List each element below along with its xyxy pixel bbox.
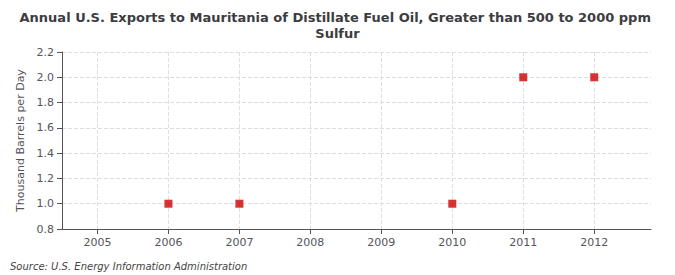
svg-text:2005: 2005 [83, 236, 111, 249]
svg-text:Annual U.S. Exports to Maurita: Annual U.S. Exports to Mauritania of Dis… [20, 10, 656, 25]
svg-text:2007: 2007 [225, 236, 253, 249]
svg-text:1.2: 1.2 [37, 172, 55, 185]
svg-text:2012: 2012 [580, 236, 608, 249]
svg-text:2008: 2008 [296, 236, 324, 249]
svg-text:1.4: 1.4 [37, 147, 55, 160]
svg-text:2.2: 2.2 [37, 46, 55, 59]
svg-text:2009: 2009 [367, 236, 395, 249]
svg-text:Thousand Barrels per Day: Thousand Barrels per Day [14, 69, 27, 213]
svg-text:Source: U.S. Energy Informatio: Source: U.S. Energy Information Administ… [10, 261, 247, 272]
svg-text:0.8: 0.8 [37, 223, 55, 236]
svg-text:1.8: 1.8 [37, 96, 55, 109]
svg-text:2011: 2011 [509, 236, 537, 249]
svg-text:2.0: 2.0 [37, 71, 55, 84]
svg-text:Sulfur: Sulfur [315, 26, 360, 41]
svg-text:2010: 2010 [438, 236, 466, 249]
svg-text:2006: 2006 [154, 236, 182, 249]
svg-text:1.6: 1.6 [37, 121, 55, 134]
svg-text:1.0: 1.0 [37, 197, 55, 210]
